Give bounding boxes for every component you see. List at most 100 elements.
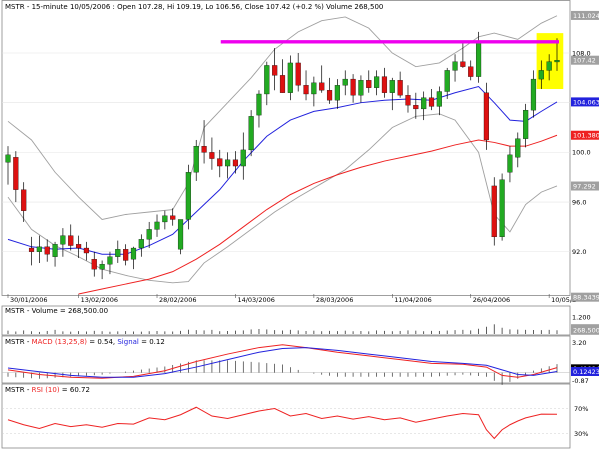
macd-badge: 0.124238 bbox=[573, 368, 600, 376]
volume-badge-bg bbox=[571, 325, 599, 335]
candle-body bbox=[193, 146, 199, 173]
candle-body bbox=[232, 159, 239, 167]
candle-body bbox=[68, 235, 74, 246]
rsi-axis-label: 70% bbox=[574, 405, 588, 413]
candle-body bbox=[21, 189, 27, 211]
price-badge-bg bbox=[571, 292, 599, 302]
candle-body bbox=[201, 146, 207, 153]
price-badge-bg bbox=[571, 55, 599, 65]
candle-body bbox=[515, 138, 521, 158]
volume-badge: 268,500 bbox=[573, 327, 600, 335]
rsi-panel-frame bbox=[1, 383, 571, 449]
candle-body bbox=[107, 256, 113, 265]
candle-body bbox=[507, 154, 513, 173]
candle-body bbox=[36, 246, 42, 252]
candle-body bbox=[272, 65, 278, 76]
price-axis-label: 96.0 bbox=[572, 198, 586, 206]
candle-body bbox=[530, 78, 537, 111]
slow-moving-average-line bbox=[78, 134, 558, 295]
rsi-axis-label: 30% bbox=[574, 430, 588, 438]
candle-body bbox=[115, 249, 121, 257]
candle-body bbox=[185, 172, 191, 220]
candle-body bbox=[123, 249, 129, 261]
candle-body bbox=[287, 62, 293, 93]
macd-header-name: MACD (13,25,8) bbox=[32, 338, 88, 346]
x-axis-label: 13/02/2006 bbox=[81, 296, 118, 304]
candle-body bbox=[546, 61, 552, 71]
x-axis-label: 14/03/2006 bbox=[237, 296, 274, 304]
price-badge-bg bbox=[571, 130, 599, 140]
price-axis-label: 100.0 bbox=[572, 149, 591, 157]
candle-body bbox=[374, 76, 380, 88]
x-axis-label: 28/03/2006 bbox=[316, 296, 353, 304]
candle-body bbox=[138, 239, 144, 249]
candle-body bbox=[162, 215, 168, 223]
candle-body bbox=[209, 152, 215, 159]
rsi-header: MSTR - RSI (10) = 60.72 bbox=[5, 386, 90, 394]
candle-body bbox=[523, 109, 529, 139]
macd-header-value: = 0.54, bbox=[87, 338, 117, 346]
rsi-header-prefix: MSTR - bbox=[5, 386, 32, 394]
price-badge: 88.3439 bbox=[573, 294, 600, 302]
macd-axis-label: 3.20 bbox=[572, 339, 586, 347]
candle-body bbox=[483, 92, 489, 141]
candle-body bbox=[256, 93, 262, 116]
x-axis-label: 11/04/2006 bbox=[394, 296, 431, 304]
macd-panel: 3.20-0.870.4108430.124238 bbox=[2, 339, 600, 385]
candle-body bbox=[397, 80, 403, 96]
candle-body bbox=[381, 76, 388, 93]
candle-body bbox=[264, 65, 270, 95]
candle-body bbox=[240, 149, 246, 167]
candle-body bbox=[295, 62, 301, 86]
candle-body bbox=[91, 259, 97, 270]
price-badge: 107.42 bbox=[573, 57, 596, 65]
candle-body bbox=[428, 97, 435, 107]
volume-panel-frame bbox=[1, 305, 571, 336]
rsi-header-name: RSI (10) bbox=[32, 386, 60, 394]
candle-body bbox=[326, 90, 333, 101]
rsi-panel: 70% 30% bbox=[2, 405, 588, 440]
candle-body bbox=[350, 78, 356, 96]
macd-panel-frame bbox=[1, 335, 571, 384]
candle-body bbox=[248, 116, 254, 151]
price-panel-frame bbox=[1, 0, 571, 296]
price-panel: 30/01/2006 13/02/2006 28/02/2006 14/03/2006… bbox=[2, 10, 600, 304]
candle-body bbox=[311, 82, 317, 95]
rsi-line bbox=[7, 406, 558, 440]
signal-line bbox=[7, 347, 558, 378]
candle-body bbox=[279, 75, 286, 93]
macd-header-signal-value: = 0.12 bbox=[139, 338, 165, 346]
candle-body bbox=[389, 80, 395, 93]
price-badge: 111.024 bbox=[573, 12, 600, 20]
macd-axis-label: -0.87 bbox=[572, 377, 589, 385]
candle-body bbox=[154, 221, 160, 230]
price-badge-bg bbox=[571, 97, 599, 107]
price-axis-label: 108.0 bbox=[572, 49, 591, 57]
candle-body bbox=[342, 78, 348, 86]
macd-badge-bg bbox=[571, 366, 599, 376]
x-axis-label: 10/05/2 bbox=[551, 296, 576, 304]
macd-header: MSTR - MACD (13,25,8) = 0.54, Signal = 0… bbox=[5, 338, 165, 346]
candle-body bbox=[217, 158, 223, 167]
price-badge-bg bbox=[571, 181, 599, 191]
candle-body bbox=[421, 97, 427, 110]
price-badge: 97.292 bbox=[573, 182, 596, 190]
candle-body bbox=[538, 70, 544, 80]
candle-body bbox=[444, 70, 450, 92]
candle-body bbox=[436, 91, 442, 107]
candle-body bbox=[303, 85, 309, 95]
candle-body bbox=[460, 61, 466, 67]
volume-panel: 1.200384.293268,500 bbox=[7, 314, 600, 335]
candle-body bbox=[366, 80, 372, 88]
candle-body bbox=[554, 60, 560, 63]
candle-body bbox=[44, 246, 50, 255]
price-badge-bg bbox=[571, 10, 599, 20]
x-axis-label: 26/04/2006 bbox=[473, 296, 510, 304]
candle-body bbox=[52, 244, 58, 257]
x-axis-label: 30/01/2006 bbox=[10, 296, 47, 304]
candle-body bbox=[13, 157, 19, 190]
macd-header-prefix: MSTR - bbox=[5, 338, 32, 346]
candle-body bbox=[170, 215, 176, 220]
macd-header-signal: Signal bbox=[117, 338, 139, 346]
price-axis-label: 92.0 bbox=[572, 248, 586, 256]
